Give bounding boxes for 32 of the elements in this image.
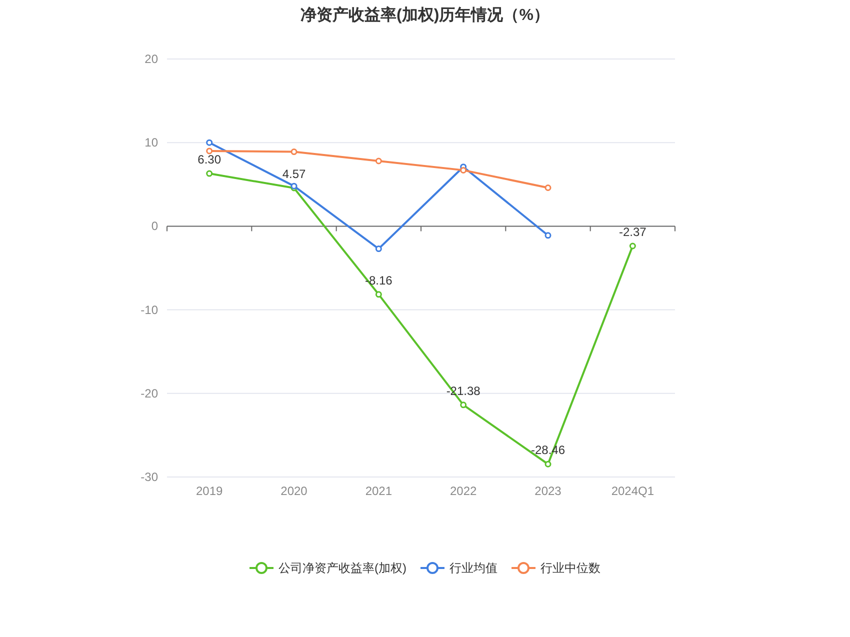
x-tick-label: 2020	[280, 484, 308, 498]
y-tick-label: 10	[144, 136, 158, 150]
legend-label: 行业均值	[450, 561, 498, 575]
y-tick-label: -20	[140, 386, 158, 400]
point	[206, 170, 213, 177]
x-tick-label: 2024Q1	[611, 484, 654, 498]
point	[375, 246, 382, 252]
point	[206, 148, 213, 154]
y-tick-label: 0	[151, 219, 158, 234]
x-tick-label: 2021	[365, 484, 392, 498]
legend-label: 行业中位数	[540, 561, 600, 575]
point	[460, 166, 467, 174]
x-tick-label: 2023	[534, 484, 562, 498]
legend-label: 公司净资产收益率(加权)	[278, 561, 406, 575]
point	[629, 242, 636, 250]
data-label: -2.37	[618, 225, 647, 240]
y-tick-label: -10	[140, 302, 158, 317]
point	[544, 460, 552, 468]
point	[375, 291, 382, 298]
data-label: 4.57	[282, 166, 306, 181]
x-tick-label: 2022	[450, 484, 478, 498]
point	[460, 402, 467, 408]
point	[544, 184, 552, 191]
point	[375, 158, 382, 164]
chart-title: 净资产收益率(加权)历年情况（%）	[300, 5, 550, 24]
y-tick-label: 20	[144, 52, 158, 66]
x-tick-label: 2019	[196, 484, 224, 498]
y-tick-label: -30	[140, 470, 158, 484]
point	[290, 148, 298, 156]
data-label: 6.30	[198, 152, 222, 167]
point	[544, 232, 552, 239]
point	[206, 139, 213, 146]
